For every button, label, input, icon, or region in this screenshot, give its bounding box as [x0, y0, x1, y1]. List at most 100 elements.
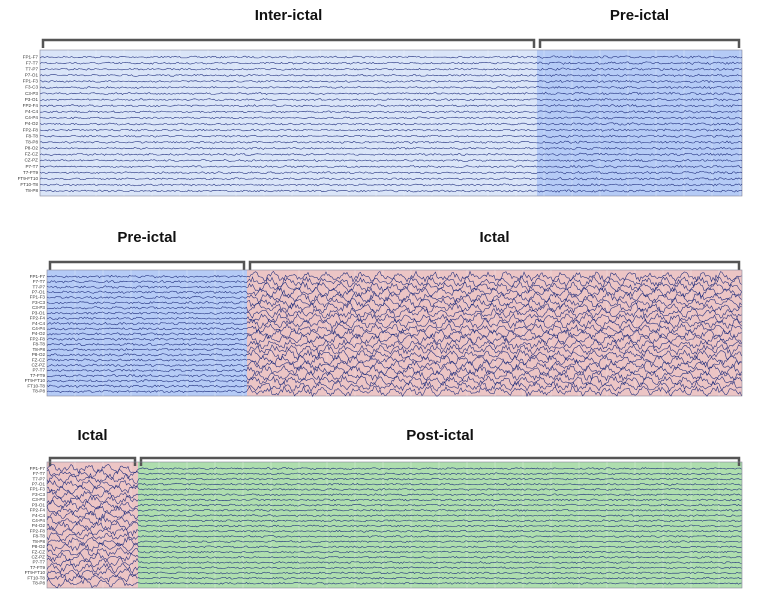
eeg-trace [46, 578, 742, 589]
channel-label: F3-C3 [32, 300, 45, 305]
channel-label: FT10-T8 [27, 575, 45, 580]
segment-label: Pre-ictal [117, 229, 176, 246]
segment-bracket [248, 260, 741, 270]
eeg-trace [46, 536, 742, 547]
segment-bracket [48, 260, 246, 270]
channel-label: P4-O2 [32, 523, 46, 528]
eeg-trace [46, 479, 742, 489]
segment-label: Inter-ictal [255, 7, 323, 24]
segment-background [537, 50, 742, 196]
eeg-trace [46, 313, 742, 324]
eeg-trace [46, 510, 742, 521]
channel-label: F7-T7 [33, 471, 46, 476]
segment-label: Ictal [77, 427, 107, 444]
eeg-trace [46, 349, 742, 361]
channel-label: F7-T7 [33, 279, 46, 284]
eeg-trace [39, 91, 743, 96]
channel-label: T7-P7 [25, 66, 38, 71]
eeg-trace [46, 302, 742, 314]
channel-label: C3-P3 [25, 91, 38, 96]
eeg-trace [46, 541, 742, 553]
channel-label: P3-O1 [32, 502, 46, 507]
eeg-trace [39, 85, 743, 90]
eeg-trace [46, 505, 742, 516]
eeg-panel: Pre-ictal Ictal FP1-F7F7-T7T7-P7P7-O1FP1-F… [25, 229, 743, 398]
eeg-trace [39, 152, 743, 157]
eeg-trace [39, 177, 743, 181]
eeg-trace [39, 104, 743, 108]
channel-label: P8-O2 [25, 146, 39, 151]
channel-label: P8-O2 [32, 352, 46, 357]
channel-label: T7-P7 [32, 284, 45, 289]
channel-label: FT9-FT10 [18, 176, 39, 181]
channel-label: C3-P3 [32, 305, 45, 310]
channel-label: P3-O1 [25, 97, 39, 102]
segment-bracket [538, 38, 741, 48]
eeg-trace [39, 189, 743, 193]
eeg-trace [39, 122, 743, 126]
eeg-trace [46, 547, 742, 558]
eeg-trace [39, 128, 743, 132]
segment-background [47, 270, 247, 396]
channel-label: F4-C4 [25, 109, 38, 114]
channel-label: T8-P8 [32, 389, 45, 394]
plot-frame [39, 49, 743, 197]
eeg-trace [40, 110, 743, 114]
eeg-trace [46, 568, 742, 579]
eeg-trace [39, 134, 743, 138]
eeg-trace [46, 338, 742, 351]
segment-background [138, 462, 742, 588]
eeg-trace [39, 116, 743, 120]
channel-label: FP2-F4 [23, 103, 39, 108]
eeg-trace [39, 55, 743, 59]
channel-label: T8-P8 [25, 139, 38, 144]
channel-label: C4-P4 [32, 326, 45, 331]
eeg-trace [46, 281, 742, 294]
channel-label: P7-T7 [32, 368, 45, 373]
channel-label: F7-T7 [26, 60, 39, 65]
channel-label: P8-O2 [32, 544, 46, 549]
channel-label: T8-P8 [25, 188, 38, 193]
eeg-trace [46, 354, 742, 366]
segment-label: Post-ictal [406, 427, 474, 444]
eeg-trace [46, 489, 742, 500]
channel-label: FT9-FT10 [25, 378, 46, 383]
eeg-trace [46, 364, 742, 377]
channel-label: C4-P4 [32, 518, 45, 523]
eeg-trace [46, 516, 742, 526]
eeg-trace [46, 327, 742, 340]
eeg-trace [39, 79, 743, 84]
segment-label: Pre-ictal [610, 7, 669, 24]
eeg-trace [46, 307, 742, 319]
channel-label: FP2-F8 [30, 528, 46, 533]
channel-label: C3-P3 [32, 497, 45, 502]
eeg-trace [39, 164, 743, 169]
eeg-trace [46, 380, 742, 392]
channel-label: P7-O1 [25, 73, 39, 78]
eeg-trace [46, 322, 742, 335]
channel-label: FP1-F7 [23, 54, 39, 59]
channel-label: FP2-F8 [30, 336, 46, 341]
channel-label: T7-FT9 [30, 565, 46, 570]
channel-label: P4-O2 [25, 121, 39, 126]
channel-label: FZ-CZ [32, 357, 45, 362]
eeg-trace [46, 484, 742, 494]
eeg-trace [46, 359, 742, 372]
eeg-trace [46, 499, 742, 510]
channel-label: T8-P8 [32, 581, 45, 586]
channel-label: FT9-FT10 [25, 570, 46, 575]
eeg-trace [39, 97, 743, 102]
channel-label: FP2-F4 [30, 316, 46, 321]
eeg-trace [39, 140, 743, 144]
channel-label: T8-P8 [32, 347, 45, 352]
channel-label: F3-C3 [25, 85, 38, 90]
eeg-trace [39, 158, 743, 163]
eeg-trace [46, 276, 742, 288]
channel-label: FP2-F4 [30, 508, 46, 513]
eeg-trace [39, 171, 743, 175]
channel-label: F4-C4 [32, 513, 45, 518]
channel-label: T7-FT9 [30, 373, 46, 378]
eeg-trace [46, 521, 742, 532]
